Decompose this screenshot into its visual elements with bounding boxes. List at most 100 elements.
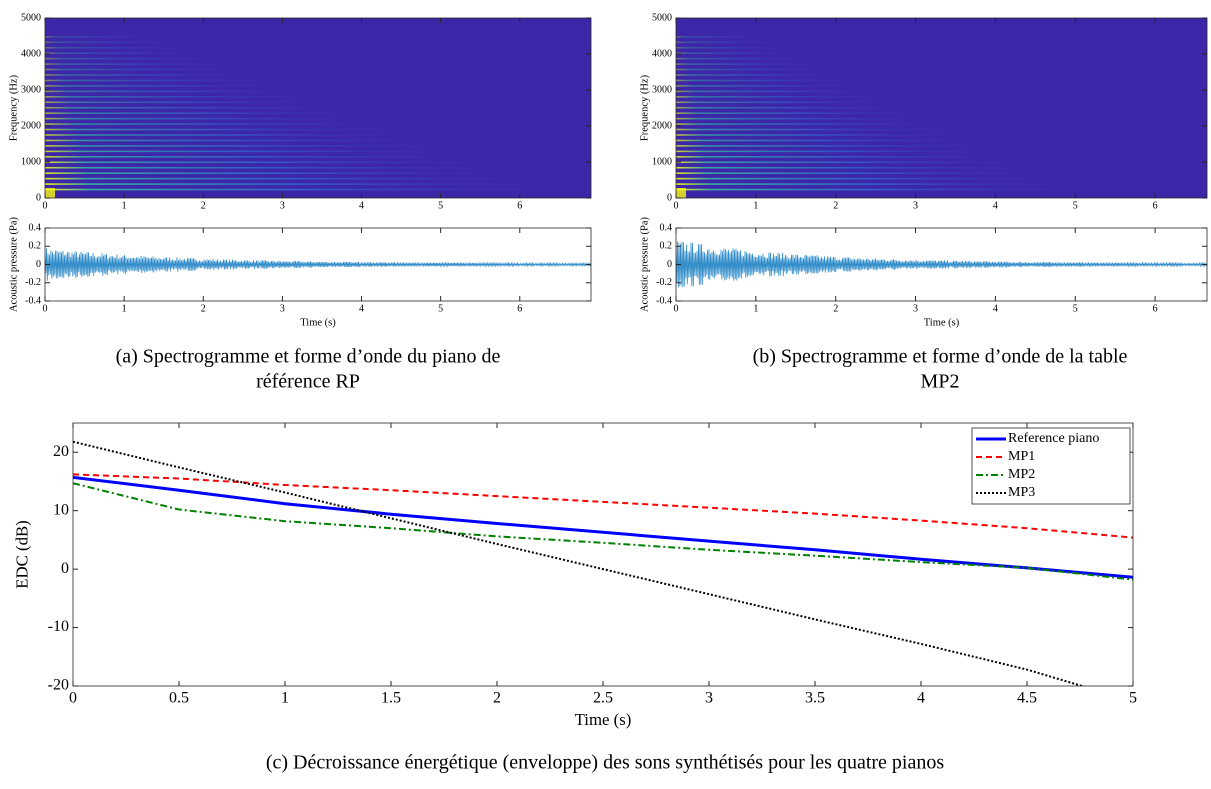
x-tick-label: 3 [705, 689, 713, 706]
spectrogram-harmonic [676, 85, 885, 87]
x-tick-label: 2 [201, 200, 206, 211]
plot-area [73, 440, 1133, 686]
spectrogram-harmonic [676, 106, 932, 109]
spectrogram-harmonic [45, 172, 558, 174]
spectrogram-harmonic [676, 36, 778, 38]
x-tick-label: 1 [753, 200, 758, 211]
spectrogram-harmonic [45, 183, 588, 185]
axes-frame [675, 17, 1208, 199]
y-tick-label: 0.4 [660, 222, 673, 233]
waveform [45, 248, 591, 281]
x-tick-label: 6 [1153, 303, 1158, 314]
x-tick-label: 0 [43, 200, 48, 211]
y-tick-label: 20 [53, 443, 69, 460]
spectrogram-harmonic [676, 134, 992, 136]
spectrogram-harmonic [676, 90, 897, 93]
spectrogram-harmonic [676, 74, 861, 76]
y-axis-label: Acoustic pressure (Pa) [8, 216, 19, 312]
y-tick-label: -0.2 [25, 277, 41, 288]
x-tick-label: 5 [1073, 303, 1078, 314]
spectrogram-harmonic [676, 117, 956, 120]
spectrogram-harmonic [45, 90, 328, 93]
x-tick-label: 6 [517, 303, 522, 314]
x-axis-label: Time (s) [924, 317, 960, 328]
series-line [73, 482, 1133, 581]
spectrogram-harmonic [676, 79, 873, 82]
legend-label: MP2 [1008, 467, 1035, 482]
caption: (a) Spectrogramme et forme d’onde du pia… [116, 346, 501, 368]
y-tick-label: -0.2 [656, 277, 672, 288]
x-tick-label: 0 [674, 200, 679, 211]
legend-box [971, 427, 1131, 505]
x-tick-label: 1 [122, 303, 127, 314]
x-tick-label: 2 [833, 303, 838, 314]
legend-label: Reference piano [1008, 431, 1099, 446]
spectrogram-harmonic [45, 52, 221, 54]
y-tick-label: 1000 [652, 156, 672, 167]
spectrogram-harmonic [676, 41, 789, 44]
legend-label: MP1 [1008, 449, 1035, 464]
spectrogram-harmonic [676, 128, 980, 131]
x-tick-label: 0 [674, 303, 679, 314]
x-tick-label: 5 [1129, 689, 1137, 706]
spectrogram-harmonic [45, 139, 466, 142]
x-tick-label: 3 [913, 303, 918, 314]
x-tick-label: 4 [917, 689, 925, 706]
x-tick-label: 3 [280, 200, 285, 211]
x-tick-label: 5 [1073, 200, 1078, 211]
y-tick-label: 2000 [652, 120, 672, 131]
spectrogram-harmonic [45, 41, 191, 44]
spectrogram-harmonic [676, 183, 1099, 185]
spectrogram-harmonic [45, 101, 359, 104]
y-tick-label: -0.4 [25, 295, 41, 306]
spectrogram-harmonic [676, 123, 968, 125]
spectrogram-harmonic [45, 134, 451, 136]
y-tick-label: 5000 [21, 12, 41, 23]
x-tick-label: 4 [359, 200, 364, 211]
spectrogram-harmonic [676, 139, 1004, 142]
spectrogram-harmonic [676, 161, 1051, 164]
y-tick-label: -0.4 [656, 295, 672, 306]
spectrogram-harmonic [45, 57, 237, 60]
caption: MP2 [921, 371, 960, 393]
caption: (c) Décroissance énergétique (enveloppe)… [266, 752, 945, 774]
x-tick-label: 5 [438, 200, 443, 211]
spectrogram-harmonic [45, 36, 175, 38]
x-tick-label: 0 [43, 303, 48, 314]
x-tick-label: 2 [493, 689, 501, 706]
x-tick-label: 2 [201, 303, 206, 314]
axes-frame [44, 17, 592, 199]
x-tick-label: 3 [280, 303, 285, 314]
plot-area [676, 241, 1207, 288]
spectrogram-low [676, 188, 686, 198]
spectrogram-harmonic [676, 188, 1111, 191]
spectrogram-harmonic [676, 63, 837, 65]
series-line [73, 475, 1133, 579]
y-tick-label: 0 [667, 259, 672, 270]
series-line [73, 440, 1086, 686]
y-tick-label: 2000 [21, 120, 41, 131]
plot-area [676, 18, 1207, 198]
y-tick-label: 0 [36, 259, 41, 270]
y-tick-label: 4000 [21, 48, 41, 59]
y-axis-label: Acoustic pressure (Pa) [639, 216, 650, 312]
x-tick-label: 1.5 [381, 689, 401, 706]
spectrogram-harmonic [45, 150, 496, 153]
x-tick-label: 0 [69, 689, 77, 706]
spectrogram-harmonic [45, 156, 512, 158]
x-tick-label: 2 [833, 200, 838, 211]
spectrogram-harmonic [45, 112, 389, 114]
spectrogram-harmonic [676, 177, 1087, 180]
spectrogram-harmonic [45, 166, 542, 169]
spectrogram-harmonic [45, 106, 374, 109]
spectrogram-harmonic [45, 46, 206, 49]
spectrogram-harmonic [676, 156, 1039, 158]
x-tick-label: 4 [993, 303, 998, 314]
x-tick-label: 0.5 [169, 689, 189, 706]
caption: (b) Spectrogramme et forme d’onde de la … [753, 346, 1128, 368]
spectrogram-harmonic [676, 68, 849, 71]
spectrogram-harmonic [45, 63, 252, 65]
y-tick-label: 0 [36, 192, 41, 203]
